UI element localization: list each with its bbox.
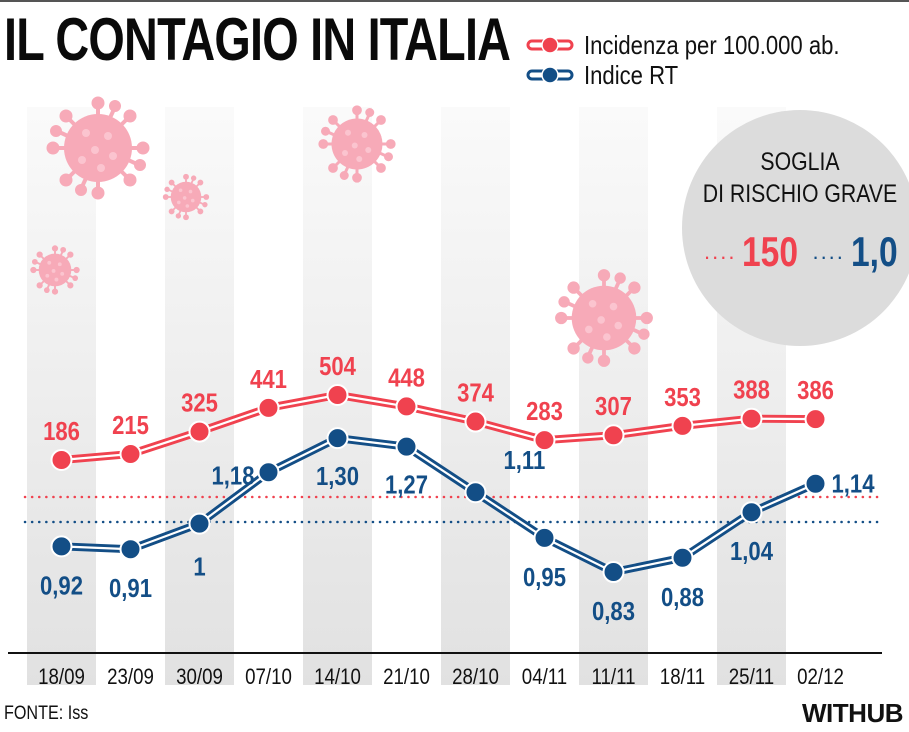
data-label: 1,30 bbox=[316, 462, 359, 491]
data-label: 1,11 bbox=[504, 447, 546, 476]
data-label: 283 bbox=[526, 398, 563, 427]
column-stripe bbox=[441, 107, 510, 685]
risk-title-line2: DI RISCHIO GRAVE bbox=[702, 180, 898, 208]
column-stripe bbox=[579, 107, 648, 685]
data-point bbox=[671, 414, 694, 437]
data-label: 1,04 bbox=[730, 538, 774, 567]
legend: Incidenza per 100.000 ab. Indice RT bbox=[526, 30, 885, 90]
rt-threshold-value: 1,0 bbox=[850, 228, 898, 275]
x-tick-label: 25/11 bbox=[729, 666, 774, 690]
data-label: 1,14 bbox=[832, 470, 876, 499]
data-point bbox=[326, 427, 349, 450]
x-tick-label: 14/10 bbox=[314, 666, 361, 690]
data-label: 441 bbox=[250, 365, 287, 394]
data-label: 1,27 bbox=[385, 471, 428, 500]
data-label: 307 bbox=[595, 393, 632, 422]
legend-item-incidence: Incidenza per 100.000 ab. bbox=[526, 30, 885, 60]
incidence-legend-icon bbox=[526, 36, 574, 54]
series-line-inner bbox=[61, 437, 816, 574]
legend-item-rt: Indice RT bbox=[526, 60, 885, 90]
data-point bbox=[119, 538, 142, 561]
virus-icon bbox=[555, 269, 653, 367]
virus-icon bbox=[46, 96, 150, 200]
risk-title-line1: SOGLIA bbox=[760, 148, 840, 176]
incidence-dots: .... bbox=[704, 239, 737, 264]
virus-icon bbox=[318, 105, 396, 183]
data-label: 0,88 bbox=[661, 583, 704, 612]
x-tick-label: 02/12 bbox=[797, 666, 844, 690]
x-tick-label: 18/09 bbox=[38, 666, 85, 690]
data-point bbox=[257, 461, 280, 484]
x-tick-label: 30/09 bbox=[176, 666, 223, 690]
data-point bbox=[533, 526, 556, 549]
data-label: 1 bbox=[193, 553, 205, 582]
data-point bbox=[395, 435, 418, 458]
data-label: 215 bbox=[112, 411, 149, 440]
data-label: 448 bbox=[388, 364, 425, 393]
x-tick-label: 18/11 bbox=[660, 666, 705, 690]
data-label: 388 bbox=[733, 376, 770, 405]
data-label: 0,95 bbox=[523, 563, 566, 592]
risk-threshold-badge: SOGLIA DI RISCHIO GRAVE .... 150 .... 1,… bbox=[682, 110, 909, 346]
page-title: IL CONTAGIO IN ITALIA bbox=[4, 6, 511, 73]
risk-values: .... 150 .... 1,0 bbox=[704, 228, 909, 276]
data-point bbox=[50, 448, 73, 471]
x-tick-label: 07/10 bbox=[245, 666, 292, 690]
data-label: 374 bbox=[457, 379, 494, 408]
x-tick-label: 21/10 bbox=[383, 666, 430, 690]
column-stripe bbox=[27, 107, 96, 685]
data-point bbox=[119, 443, 142, 466]
x-tick-label: 04/11 bbox=[522, 666, 567, 690]
data-point bbox=[804, 472, 827, 495]
column-stripes bbox=[27, 107, 786, 685]
data-label: 186 bbox=[43, 417, 80, 446]
x-axis-labels: 18/09 23/09 30/09 07/10 14/10 21/10 28/10 04/11… bbox=[38, 666, 844, 690]
source-note: FONTE: Iss bbox=[4, 703, 89, 724]
virus-icon-small bbox=[162, 173, 210, 221]
legend-label: Incidenza per 100.000 ab. bbox=[584, 29, 840, 60]
data-point bbox=[464, 410, 487, 433]
rt-dots: .... bbox=[812, 239, 845, 264]
data-point bbox=[533, 429, 556, 452]
data-point bbox=[326, 383, 349, 406]
data-point bbox=[602, 561, 625, 584]
x-tick-label: 23/09 bbox=[107, 666, 154, 690]
data-point bbox=[671, 546, 694, 569]
data-point bbox=[257, 396, 280, 419]
risk-title: SOGLIA DI RISCHIO GRAVE bbox=[700, 146, 901, 210]
data-point bbox=[804, 408, 827, 431]
data-point bbox=[464, 481, 487, 504]
virus-icon-small bbox=[30, 245, 80, 295]
data-point bbox=[740, 501, 763, 524]
data-label: 504 bbox=[319, 352, 356, 381]
withub-logo: WITHUB bbox=[802, 698, 903, 728]
data-label: 325 bbox=[181, 389, 218, 418]
data-label: 1,18 bbox=[212, 462, 255, 491]
data-label: 0,92 bbox=[40, 572, 83, 601]
incidence-series: 186 215 325 441 504 448 374 283 307 353 388 386 bbox=[43, 352, 834, 471]
rt-legend-icon bbox=[526, 66, 574, 84]
incidence-threshold-value: 150 bbox=[742, 228, 799, 275]
x-tick-label: 28/10 bbox=[452, 666, 499, 690]
x-tick-label: 11/11 bbox=[591, 666, 635, 690]
data-point bbox=[395, 395, 418, 418]
data-label: 0,91 bbox=[109, 575, 152, 604]
data-point bbox=[50, 535, 73, 558]
data-point bbox=[740, 407, 763, 430]
data-label: 353 bbox=[664, 383, 701, 412]
data-point bbox=[188, 512, 211, 535]
data-point bbox=[188, 420, 211, 443]
data-point bbox=[602, 424, 625, 447]
series-line-inner bbox=[61, 393, 816, 462]
data-label: 0,83 bbox=[592, 597, 635, 626]
top-rule bbox=[0, 0, 909, 2]
legend-label: Indice RT bbox=[584, 59, 679, 90]
rt-series: 0,92 0,91 1 1,18 1,30 1,27 1,11 0,95 0,83 0,88 1,0… bbox=[40, 427, 876, 627]
data-label: 386 bbox=[797, 376, 834, 405]
